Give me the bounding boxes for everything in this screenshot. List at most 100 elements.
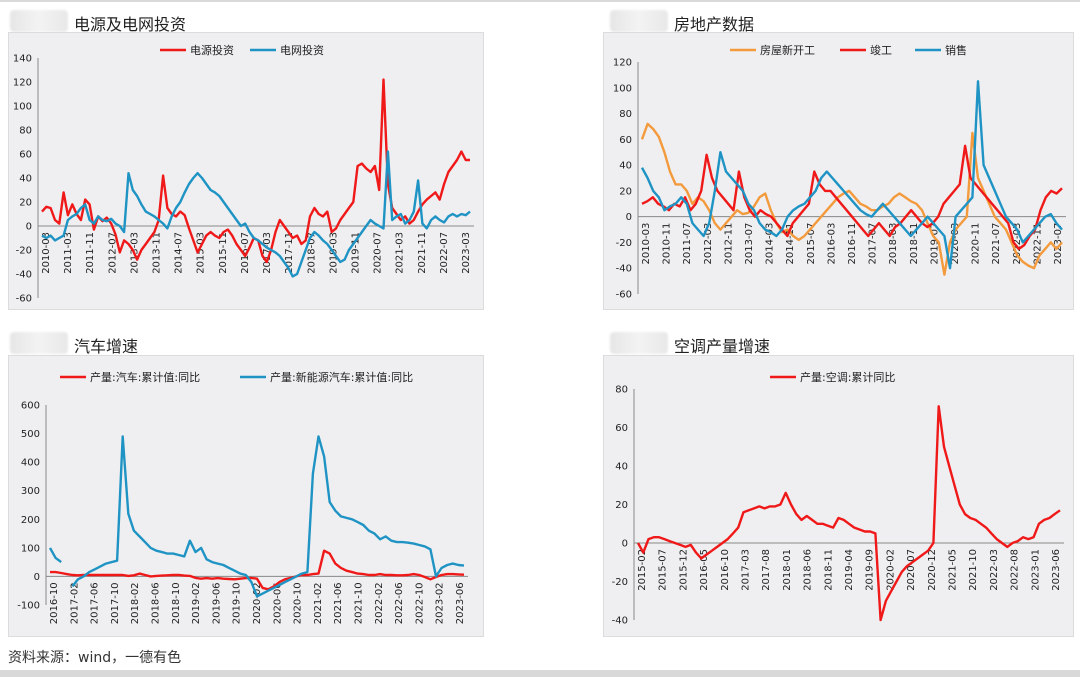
series-line	[48, 435, 465, 598]
series-line	[640, 122, 1063, 276]
panel-title-auto: 汽车增速	[74, 337, 139, 356]
series-line	[641, 144, 1063, 251]
x-tick-label: 2018-06	[803, 549, 814, 591]
x-tick-label: 2021-10	[968, 549, 979, 591]
x-tick-label: 2012-07	[107, 232, 118, 274]
y-tick-label: 40	[19, 174, 32, 185]
series-line	[41, 150, 471, 278]
x-tick-label: 2023-06	[1051, 549, 1062, 591]
y-tick-label: -100	[17, 601, 40, 612]
x-tick-label: 2015-02	[637, 549, 648, 591]
blurred-logo	[10, 332, 68, 354]
x-tick-label: 2019-06	[211, 582, 222, 624]
x-tick-label: 2021-02	[313, 582, 324, 624]
legend-label: 产量:空调:累计同比	[800, 370, 895, 384]
x-tick-label: 2022-02	[374, 582, 385, 624]
y-tick-label: 60	[19, 150, 32, 161]
x-tick-label: 2021-05	[948, 549, 959, 591]
x-tick-label: 2015-07	[806, 223, 817, 265]
x-tick-label: 2015-12	[678, 549, 689, 591]
panel-title-real-estate: 房地产数据	[674, 15, 755, 34]
x-tick-label: 2018-11	[823, 549, 834, 591]
panel-title-ac: 空调产量增速	[674, 337, 771, 356]
y-tick-label: 40	[615, 462, 628, 473]
y-tick-label: 300	[21, 486, 40, 497]
x-tick-label: 2020-11	[971, 223, 982, 265]
y-tick-label: 0	[622, 539, 628, 550]
y-tick-label: 120	[13, 78, 32, 89]
x-tick-label: 2022-03	[1012, 223, 1023, 265]
y-tick-label: 500	[21, 429, 40, 440]
x-tick-label: 2014-11	[785, 223, 796, 265]
y-tick-label: -20	[612, 577, 628, 588]
x-tick-label: 2017-08	[761, 549, 772, 591]
x-tick-label: 2020-06	[272, 582, 283, 624]
x-tick-label: 2015-11	[218, 232, 229, 274]
y-tick-label: 20	[19, 198, 32, 209]
x-tick-label: 2010-03	[41, 232, 52, 274]
y-tick-label: 200	[21, 515, 40, 526]
x-tick-label: 2021-10	[354, 582, 365, 624]
y-tick-label: 80	[19, 126, 32, 137]
y-tick-label: 40	[619, 161, 632, 172]
x-tick-label: 2015-03	[196, 232, 207, 274]
series-line	[640, 80, 1063, 270]
x-tick-label: 2022-03	[989, 549, 1000, 591]
x-tick-label: 2019-11	[350, 232, 361, 274]
x-tick-label: 2017-10	[110, 582, 121, 624]
x-tick-label: 2018-10	[171, 582, 182, 624]
x-tick-label: 2023-03	[461, 232, 472, 274]
x-tick-label: 2019-04	[844, 549, 855, 591]
blurred-logo	[610, 332, 668, 354]
y-tick-label: 0	[26, 222, 32, 233]
x-tick-label: 2022-08	[1010, 549, 1021, 591]
x-tick-label: 2011-03	[63, 232, 74, 274]
x-tick-label: 2018-11	[909, 223, 920, 265]
x-tick-label: 2021-07	[991, 223, 1002, 265]
panel-title-power-grid: 电源及电网投资	[74, 15, 187, 34]
legend-label: 房屋新开工	[760, 43, 815, 57]
series-line	[41, 78, 470, 264]
legend-label: 产量:新能源汽车:累计值:同比	[270, 370, 413, 384]
x-tick-label: 2017-07	[868, 223, 879, 265]
y-tick-label: -40	[612, 616, 628, 627]
x-tick-label: 2017-02	[69, 582, 80, 624]
x-tick-label: 2023-06	[455, 582, 466, 624]
y-tick-label: -60	[616, 290, 632, 301]
y-tick-label: -40	[616, 264, 632, 275]
x-tick-label: 2021-03	[395, 232, 406, 274]
x-tick-label: 2016-03	[826, 223, 837, 265]
chart-area-real-estate	[603, 32, 1074, 310]
x-tick-label: 2010-11	[662, 223, 673, 265]
legend-label: 竣工	[870, 43, 892, 57]
y-tick-label: -40	[16, 270, 32, 281]
chart-area-ac	[603, 355, 1074, 637]
x-tick-label: 2021-06	[333, 582, 344, 624]
x-tick-label: 2020-02	[885, 549, 896, 591]
x-tick-label: 2015-07	[658, 549, 669, 591]
blurred-logo	[10, 10, 68, 32]
legend-label: 电源投资	[190, 43, 234, 57]
x-tick-label: 2020-10	[293, 582, 304, 624]
x-tick-label: 2019-10	[232, 582, 243, 624]
x-tick-label: 2011-11	[85, 232, 96, 274]
x-tick-label: 2017-03	[262, 232, 273, 274]
x-tick-label: 2020-07	[373, 232, 384, 274]
y-tick-label: 100	[613, 83, 632, 94]
x-tick-label: 2022-06	[394, 582, 405, 624]
y-tick-label: 400	[21, 458, 40, 469]
x-tick-label: 2016-10	[720, 549, 731, 591]
chart-area-power-grid	[8, 32, 484, 310]
x-tick-label: 2018-01	[782, 549, 793, 591]
x-tick-label: 2020-07	[906, 549, 917, 591]
x-tick-label: 2020-03	[950, 223, 961, 265]
legend-label: 产量:汽车:累计值:同比	[90, 370, 200, 384]
x-tick-label: 2010-03	[641, 223, 652, 265]
x-tick-label: 2022-07	[439, 232, 450, 274]
y-tick-label: 0	[34, 572, 40, 583]
source-note: 资料来源：wind，一德有色	[8, 650, 182, 666]
x-tick-label: 2017-03	[741, 549, 752, 591]
x-tick-label: 2020-02	[252, 582, 263, 624]
x-tick-label: 2018-07	[306, 232, 317, 274]
